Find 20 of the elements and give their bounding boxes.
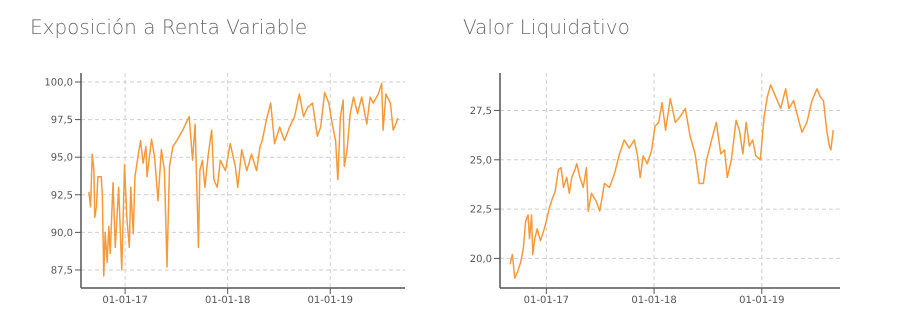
y-tick-label: 27,5	[470, 106, 492, 118]
line-series	[509, 84, 834, 279]
chart-title: Valor Liquidativo	[463, 15, 630, 39]
y-tick-label: 92,5	[50, 190, 73, 202]
x-tick-label: 01-01-19	[308, 295, 353, 306]
chart-title: Exposición a Renta Variable	[30, 15, 308, 39]
line-series	[88, 82, 399, 277]
y-tick-label: 90,0	[50, 228, 73, 239]
x-tick-label: 01-01-19	[739, 295, 784, 306]
y-tick-label: 97,5	[50, 115, 73, 126]
x-tick-label: 01-01-18	[631, 295, 677, 306]
y-tick-label: 95,0	[50, 152, 73, 164]
y-tick-label: 20,0	[470, 254, 492, 265]
y-tick-label: 22,5	[470, 204, 492, 216]
x-tick-label: 01-01-17	[524, 295, 570, 306]
x-tick-label: 01-01-17	[102, 295, 148, 306]
x-tick-label: 01-01-18	[204, 295, 250, 306]
y-tick-label: 25,0	[470, 155, 492, 166]
y-tick-label: 87,5	[50, 266, 73, 277]
y-tick-label: 100,0	[44, 78, 73, 89]
